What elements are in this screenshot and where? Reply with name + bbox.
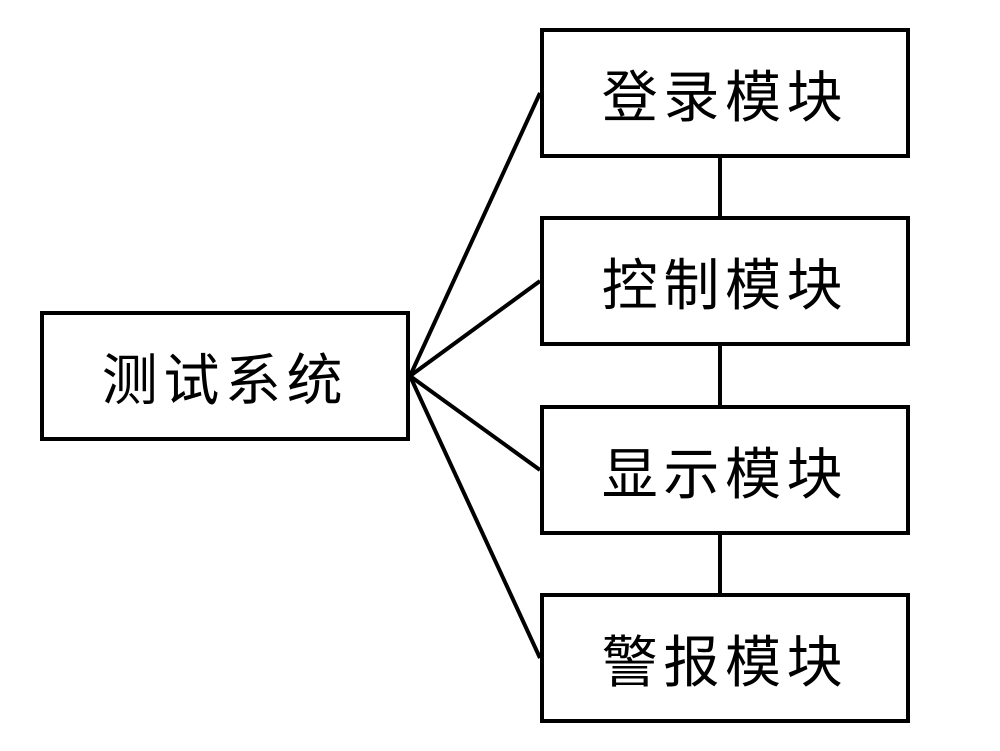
root-node: 测试系统 bbox=[40, 311, 410, 441]
diagram-canvas: 测试系统 登录模块 控制模块 显示模块 警报模块 bbox=[0, 0, 1000, 751]
root-node-label: 测试系统 bbox=[102, 336, 348, 417]
child-node-label: 控制模块 bbox=[602, 241, 848, 322]
child-node-display: 显示模块 bbox=[540, 405, 910, 535]
child-node-label: 警报模块 bbox=[602, 618, 848, 699]
child-node-login: 登录模块 bbox=[540, 28, 910, 158]
child-node-label: 登录模块 bbox=[602, 53, 848, 134]
child-node-control: 控制模块 bbox=[540, 216, 910, 346]
child-node-alarm: 警报模块 bbox=[540, 593, 910, 723]
child-node-label: 显示模块 bbox=[602, 430, 848, 511]
